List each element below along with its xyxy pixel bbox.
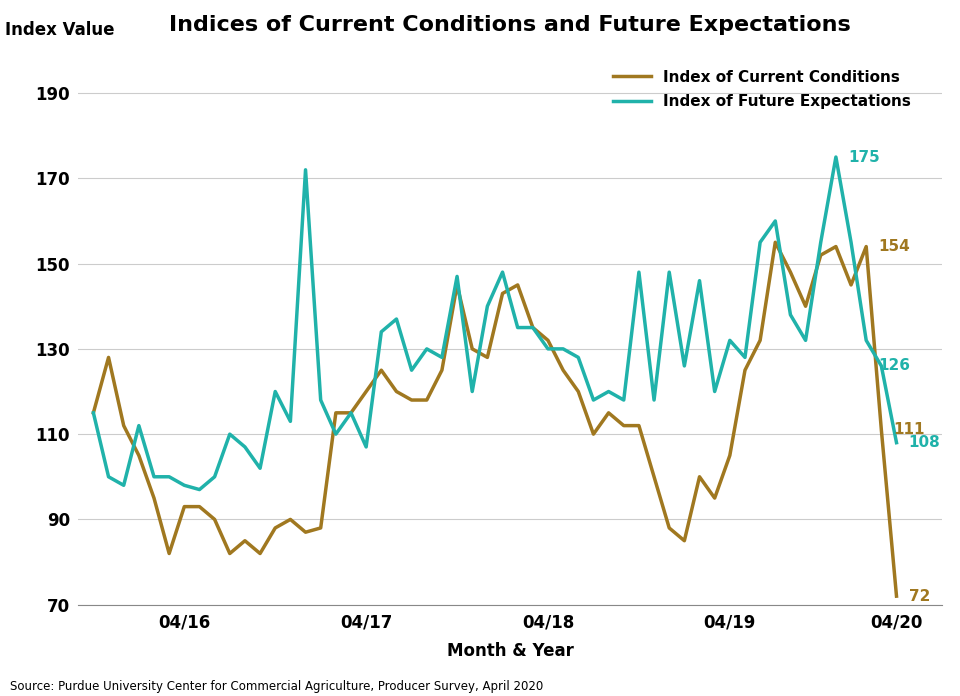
Text: 72: 72	[908, 589, 930, 603]
Text: Index Value: Index Value	[5, 22, 114, 40]
Text: 126: 126	[878, 358, 910, 374]
X-axis label: Month & Year: Month & Year	[446, 642, 573, 660]
Text: Source: Purdue University Center for Commercial Agriculture, Producer Survey, Ap: Source: Purdue University Center for Com…	[10, 679, 542, 693]
Legend: Index of Current Conditions, Index of Future Expectations: Index of Current Conditions, Index of Fu…	[607, 63, 917, 115]
Text: 108: 108	[908, 435, 941, 450]
Text: 175: 175	[848, 150, 879, 164]
Text: 111: 111	[894, 422, 925, 437]
Title: Indices of Current Conditions and Future Expectations: Indices of Current Conditions and Future…	[169, 15, 851, 35]
Text: 154: 154	[878, 239, 910, 254]
